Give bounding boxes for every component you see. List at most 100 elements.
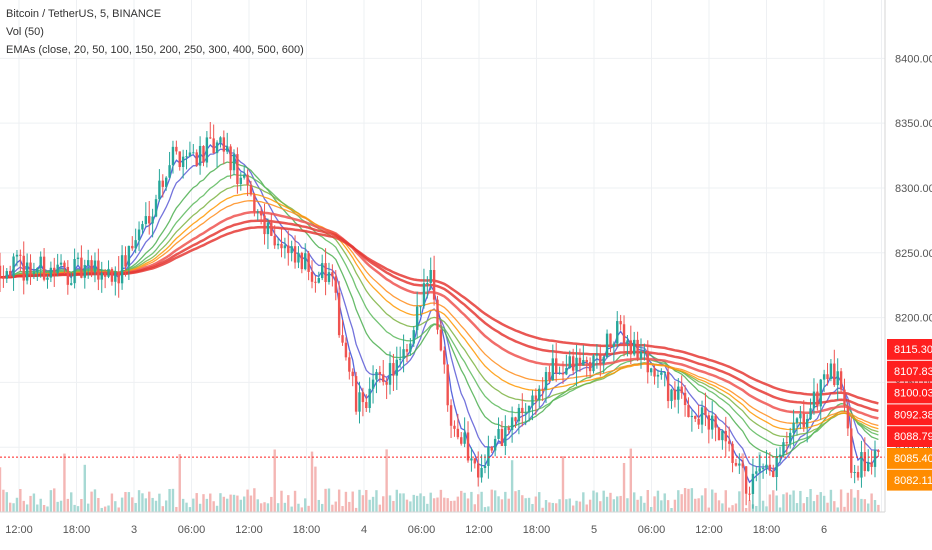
volume-bar	[782, 494, 785, 512]
candle-body	[120, 255, 124, 284]
volume-bar	[127, 492, 131, 512]
candle-body	[127, 245, 131, 267]
candle-body	[266, 222, 270, 235]
candle-body	[839, 371, 843, 390]
volume-bar	[544, 500, 548, 512]
volume-bar	[39, 498, 42, 512]
candle-body	[877, 450, 880, 452]
candle-body	[70, 283, 73, 285]
candle-body	[500, 429, 504, 446]
candle-body	[378, 371, 382, 375]
candle-body	[643, 350, 646, 352]
candle-body	[460, 437, 463, 444]
candle-body	[731, 443, 734, 463]
volume-bar	[565, 499, 568, 512]
candle-body	[456, 428, 460, 438]
candle-body	[402, 349, 405, 359]
candle-body	[504, 427, 507, 446]
candle-body	[799, 413, 802, 419]
volume-bar	[429, 492, 432, 512]
candle-body	[833, 363, 836, 386]
candle-body	[419, 306, 422, 308]
candle-body	[141, 224, 144, 230]
volume-bar	[56, 501, 59, 512]
candle-body	[249, 184, 253, 195]
price-tick-label: 8300.00	[895, 183, 932, 195]
volume-bar	[738, 491, 741, 512]
volume-bar	[90, 491, 93, 512]
volume-bar	[683, 488, 687, 512]
candle-body	[551, 358, 555, 381]
candle-body	[466, 432, 470, 461]
time-tick-label: 18:00	[63, 524, 91, 536]
volume-bar	[785, 492, 789, 512]
candle-body	[314, 281, 317, 283]
volume-bar	[392, 500, 395, 512]
symbol-legend[interactable]: Bitcoin / TetherUS, 5, BINANCE	[6, 8, 162, 20]
ema-legend[interactable]: EMAs (close, 20, 50, 100, 150, 200, 250,…	[6, 44, 304, 56]
candle-body	[304, 253, 307, 270]
volume-bar	[602, 490, 605, 512]
volume-bar	[758, 452, 761, 512]
volume-legend[interactable]: Vol (50)	[6, 26, 44, 38]
price-axis[interactable]: 8400.008350.008300.008250.008200.008150.…	[884, 0, 932, 550]
candle-body	[185, 156, 188, 158]
candle-body	[280, 243, 283, 249]
candle-body	[619, 321, 622, 325]
volume-bar	[449, 500, 453, 512]
candle-body	[46, 277, 49, 280]
candle-body	[117, 271, 120, 284]
candle-body	[565, 368, 568, 375]
volume-bar	[351, 491, 354, 512]
volume-bar	[209, 493, 212, 512]
candle-body	[368, 388, 371, 409]
candle-body	[63, 262, 66, 267]
volume-bar	[0, 467, 2, 512]
volume-bar	[649, 507, 653, 512]
time-axis[interactable]: 12:00 18:00 3 06:00 12:00 18:00 4 06:00 12:00 18:…	[0, 511, 932, 550]
time-tick-label: 12:00	[695, 524, 723, 536]
time-tick-label: 18:00	[293, 524, 321, 536]
volume-bar	[348, 501, 351, 512]
volume-bar	[144, 498, 148, 512]
candle-body	[867, 462, 870, 472]
volume-bar	[344, 491, 348, 512]
volume-bar	[571, 505, 575, 512]
volume-bar	[822, 495, 826, 512]
candle-body	[873, 450, 877, 467]
volume-bar	[575, 500, 578, 512]
volume-bar	[694, 498, 697, 512]
volume-bar	[731, 505, 734, 512]
volume-bar	[493, 490, 497, 512]
volume-bar	[755, 505, 758, 512]
candle-body	[582, 359, 585, 366]
volume-bar	[524, 498, 527, 512]
candle-body	[724, 430, 727, 442]
volume-bar	[137, 490, 141, 512]
candle-body	[290, 246, 293, 254]
volume-bar	[426, 503, 429, 512]
volume-bar	[331, 504, 334, 512]
volume-bar	[704, 488, 707, 512]
candle-body	[422, 283, 426, 307]
volume-bar	[192, 498, 195, 512]
time-tick-label: 18:00	[523, 524, 551, 536]
candle-body	[758, 468, 761, 472]
volume-bar	[504, 491, 507, 512]
candle-body	[209, 137, 212, 139]
volume-bar	[643, 502, 646, 512]
volume-bar	[198, 503, 202, 512]
volume-bar	[717, 500, 721, 512]
volume-bar	[53, 488, 56, 512]
candle-body	[222, 137, 226, 152]
candle-body	[334, 276, 337, 293]
candle-body	[538, 388, 541, 400]
candle-body	[198, 145, 202, 166]
candle-body	[432, 269, 436, 300]
candle-body	[331, 272, 334, 277]
volume-bar	[534, 496, 538, 512]
candle-body	[822, 374, 826, 380]
candle-body	[29, 262, 32, 274]
candle-body	[19, 254, 22, 256]
